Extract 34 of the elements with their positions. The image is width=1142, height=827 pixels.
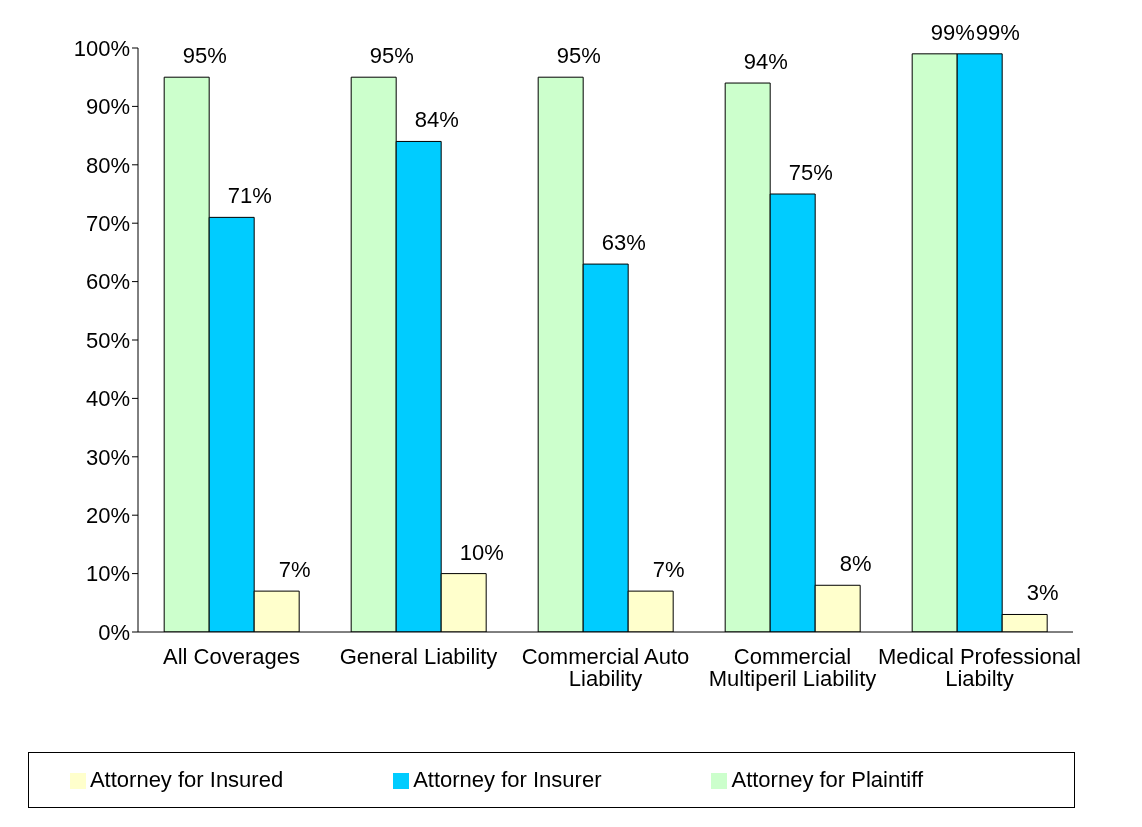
y-tick-label: 40% — [85, 386, 130, 412]
y-tick-label: 100% — [73, 35, 130, 61]
data-label: 94% — [743, 49, 788, 75]
data-label: 3% — [1026, 580, 1059, 606]
y-tick-label: 90% — [85, 94, 130, 120]
data-label: 99% — [975, 19, 1020, 45]
x-tick-label: Commercial Auto Liability — [521, 643, 690, 691]
data-label: 71% — [227, 183, 272, 209]
data-label: 75% — [788, 160, 833, 185]
data-label: 7% — [278, 557, 311, 583]
legend-label: Attorney for Plaintiff — [731, 767, 924, 792]
data-label: 7% — [652, 557, 685, 583]
y-tick-label: 50% — [85, 327, 130, 353]
x-tick-label: General Liability — [339, 643, 498, 669]
y-tick-label: 80% — [85, 152, 130, 178]
data-label: 99% — [930, 19, 975, 45]
y-tick-label: 10% — [85, 561, 130, 587]
x-tick-label: All Coverages — [163, 643, 300, 669]
data-label: 63% — [601, 230, 646, 256]
legend-label: Attorney for Insurer — [413, 767, 602, 792]
x-tick-label: Commercial Multiperil Liability — [708, 643, 877, 691]
data-label: 95% — [369, 43, 414, 69]
y-tick-label: 0% — [98, 619, 130, 645]
data-label: 95% — [182, 43, 227, 69]
data-label: 95% — [556, 43, 601, 69]
data-label: 84% — [414, 107, 459, 133]
y-tick-label: 60% — [85, 269, 130, 295]
data-label: 8% — [839, 551, 872, 577]
data-label: 10% — [459, 539, 504, 565]
y-tick-label: 30% — [85, 444, 130, 470]
x-tick-label: Medical Professional Liabilty — [878, 643, 1081, 691]
y-tick-label: 20% — [85, 503, 130, 529]
y-tick-label: 70% — [85, 211, 130, 237]
legend-label: Attorney for Insured — [89, 767, 284, 792]
